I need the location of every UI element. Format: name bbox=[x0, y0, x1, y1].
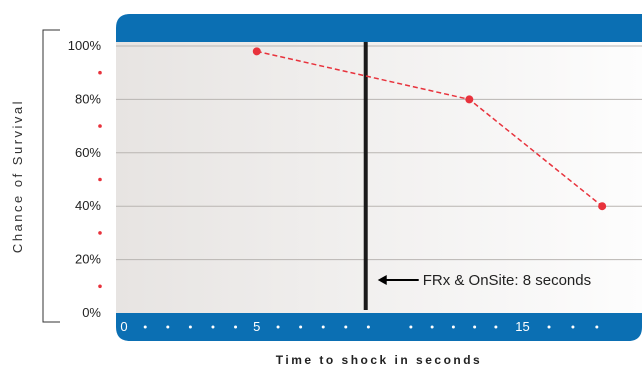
y-minor-dot bbox=[98, 124, 102, 128]
y-tick-labels: 100% 80% 60% 40% 20% 0% bbox=[68, 38, 102, 320]
x-minor-dot bbox=[595, 325, 599, 329]
grid-lines bbox=[116, 45, 642, 261]
x-minor-dot bbox=[234, 325, 238, 329]
y-tick-label: 60% bbox=[75, 145, 101, 160]
x-minor-dot bbox=[571, 325, 575, 329]
data-point bbox=[465, 95, 474, 104]
x-minor-dot bbox=[547, 325, 551, 329]
annotation-label: FRx & OnSite: 8 seconds bbox=[423, 272, 591, 289]
bottom-band bbox=[116, 313, 642, 341]
y-tick-label: 20% bbox=[75, 252, 101, 267]
x-minor-dot bbox=[143, 325, 147, 329]
x-minor-dot bbox=[166, 325, 170, 329]
y-axis-label: Chance of Survival bbox=[10, 99, 25, 253]
x-minor-dot bbox=[430, 325, 434, 329]
data-point bbox=[598, 202, 607, 211]
x-minor-dot bbox=[473, 325, 477, 329]
x-minor-dot bbox=[321, 325, 325, 329]
y-tick-label: 100% bbox=[68, 38, 102, 53]
y-minor-dot bbox=[98, 231, 102, 235]
y-tick-label: 40% bbox=[75, 198, 101, 213]
annotation: FRx & OnSite: 8 seconds bbox=[377, 272, 591, 289]
x-minor-dot bbox=[188, 325, 192, 329]
x-minor-dot bbox=[366, 325, 370, 329]
y-minor-dots bbox=[98, 70, 102, 289]
x-tick-label: 15 bbox=[515, 319, 529, 334]
x-minor-dot bbox=[211, 325, 215, 329]
y-minor-dot bbox=[98, 284, 102, 289]
data-point bbox=[252, 47, 261, 56]
y-tick-label: 0% bbox=[82, 305, 101, 320]
x-tick-label: 0 bbox=[120, 319, 127, 334]
x-tick-label: 5 bbox=[253, 319, 260, 334]
plot-background bbox=[116, 42, 642, 313]
top-band bbox=[116, 14, 642, 42]
x-axis-label: Time to shock in seconds bbox=[276, 353, 482, 367]
y-axis-bracket bbox=[42, 29, 60, 323]
x-minor-dot bbox=[276, 325, 280, 329]
x-minor-dot bbox=[344, 325, 348, 329]
y-tick-label: 80% bbox=[75, 91, 101, 106]
x-minor-dot bbox=[451, 325, 455, 329]
x-minor-dot bbox=[409, 325, 413, 329]
series-line bbox=[252, 47, 607, 211]
y-minor-dot bbox=[98, 70, 102, 75]
y-minor-dot bbox=[98, 177, 102, 182]
x-minor-dot bbox=[299, 325, 303, 329]
x-axis-ticks: 0 5 15 bbox=[120, 319, 599, 334]
x-minor-dot bbox=[494, 325, 498, 329]
annotation-arrowhead bbox=[377, 275, 387, 285]
